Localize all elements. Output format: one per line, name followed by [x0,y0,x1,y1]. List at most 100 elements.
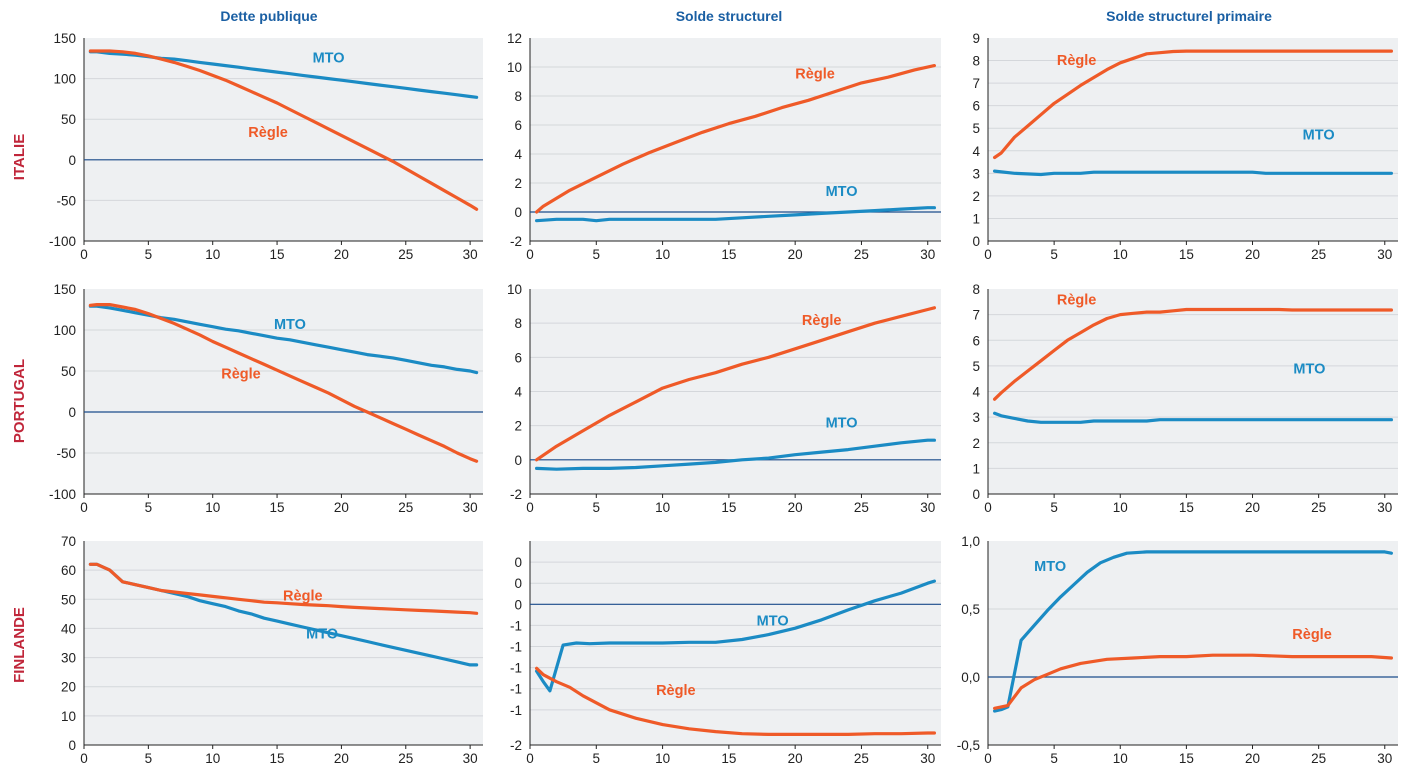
x-tick-label: 15 [1179,247,1194,262]
y-tick-label: 0,5 [961,602,980,617]
x-tick-label: 5 [1050,247,1058,262]
x-tick-label: 25 [398,751,413,766]
x-tick-label: 10 [205,500,220,515]
y-tick-label: 4 [514,385,522,400]
x-tick-label: 25 [854,751,869,766]
y-tick-label: 7 [972,308,980,323]
row-label-italie: ITALIE [11,134,28,180]
series-line-mto [993,169,1393,177]
column-title-dette-publique: Dette publique [220,8,317,24]
series-label-regle: Règle [1057,292,1097,308]
y-tick-label: 0 [68,738,76,753]
y-tick-label: -100 [49,487,76,502]
x-tick-label: 0 [984,751,992,766]
series-label-mto: MTO [1034,559,1066,575]
series-label-regle: Règle [656,683,696,699]
y-tick-label: -2 [510,738,522,753]
y-tick-label: 6 [514,350,522,365]
series-label-mto: MTO [826,415,858,431]
plot-area [84,289,483,494]
y-tick-label: 4 [972,144,980,159]
panel-italie-solde-structurel-primaire: 0 1 2 3 4 5 6 7 8 9 0 5 10 15 20 25 30 Règle MTO [972,31,1398,262]
series-line-regle [993,307,1393,401]
x-tick-label: 30 [463,751,478,766]
series-line-mto [993,411,1393,424]
series-line-mto [993,550,1393,713]
x-tick-label: 0 [80,751,88,766]
y-tick-label: -2 [510,487,522,502]
x-tick-label: 30 [1377,500,1392,515]
x-tick-label: 10 [205,751,220,766]
series-label-regle: Règle [248,125,288,141]
y-tick-label: -50 [56,193,76,208]
y-tick-label: 5 [972,359,980,374]
x-tick-label: 5 [593,500,601,515]
y-tick-label: 150 [53,31,76,46]
plot-area [84,541,483,745]
series-label-mto: MTO [274,317,306,333]
y-tick-label: 7 [972,76,980,91]
y-tick-label: 0 [514,453,522,468]
y-tick-label: 2 [514,176,522,191]
series-line-regle [535,666,936,736]
panel-portugal-solde-structurel-primaire: 0 1 2 3 4 5 6 7 8 0 5 10 15 20 25 30 Règle MTO [972,282,1398,515]
x-tick-label: 10 [1113,500,1128,515]
x-tick-label: 5 [1050,751,1058,766]
y-tick-label: -100 [49,234,76,249]
x-tick-label: 20 [788,500,803,515]
panel-portugal-solde-structurel: -2 0 2 4 6 8 10 0 5 10 15 20 25 30 Règle MTO [507,282,941,515]
x-tick-label: 20 [334,247,349,262]
y-tick-label: 2 [972,436,980,451]
series-line-regle [535,63,936,214]
y-tick-label: -1 [510,618,522,633]
x-tick-label: 15 [1179,751,1194,766]
x-tick-label: 15 [721,500,736,515]
x-tick-label: 5 [145,500,153,515]
x-tick-label: 10 [1113,751,1128,766]
series-label-mto: MTO [826,184,858,200]
x-tick-label: 20 [1245,751,1260,766]
y-tick-label: 8 [972,54,980,69]
y-tick-label: 70 [61,534,76,549]
x-tick-label: 0 [526,500,534,515]
y-tick-label: 0 [68,153,76,168]
y-tick-label: 150 [53,282,76,297]
series-line-regle [88,303,479,463]
series-line-regle [993,49,1393,160]
x-tick-label: 15 [270,751,285,766]
panel-italie-solde-structurel: -2 0 2 4 6 8 10 12 0 5 10 15 20 25 30 Règle MTO [507,31,941,262]
x-tick-label: 25 [398,247,413,262]
y-tick-label: 4 [514,147,522,162]
panel-finlande-solde-structurel: -2 -1 -1 -1 -1 -1 0 0 0 0 5 10 15 20 25 30 MTO Règle [510,541,941,766]
x-tick-label: 0 [80,500,88,515]
plot-area [530,38,941,241]
x-tick-label: 30 [1377,751,1392,766]
y-tick-label: 0 [68,405,76,420]
y-tick-label: -1 [510,640,522,655]
y-tick-label: 3 [972,410,980,425]
plot-area [988,38,1398,241]
y-tick-label: 0 [514,576,522,591]
x-tick-label: 25 [1311,247,1326,262]
y-tick-label: -1 [510,682,522,697]
y-tick-label: 50 [61,592,76,607]
series-label-mto: MTO [306,627,338,643]
column-title-solde-structurel-primaire: Solde structurel primaire [1106,8,1272,24]
panel-italie-dette-publique: -100 -50 0 50 100 150 0 5 10 15 20 25 30 MTO Règle [49,31,483,262]
panel-finlande-dette-publique: 0 10 20 30 40 50 60 70 0 5 10 15 20 25 30 Règle MTO [61,534,483,766]
y-tick-label: -2 [510,234,522,249]
y-tick-label: 9 [972,31,980,46]
y-tick-label: 2 [514,419,522,434]
series-line-mto [535,438,936,471]
x-tick-label: 5 [593,247,601,262]
x-tick-label: 5 [145,751,153,766]
x-tick-label: 25 [854,247,869,262]
series-label-mto: MTO [313,50,345,66]
y-tick-label: 0 [514,555,522,570]
y-tick-label: 4 [972,385,980,400]
x-tick-label: 0 [984,247,992,262]
x-tick-label: 20 [788,751,803,766]
y-tick-label: 50 [61,364,76,379]
y-tick-label: 1,0 [961,534,980,549]
